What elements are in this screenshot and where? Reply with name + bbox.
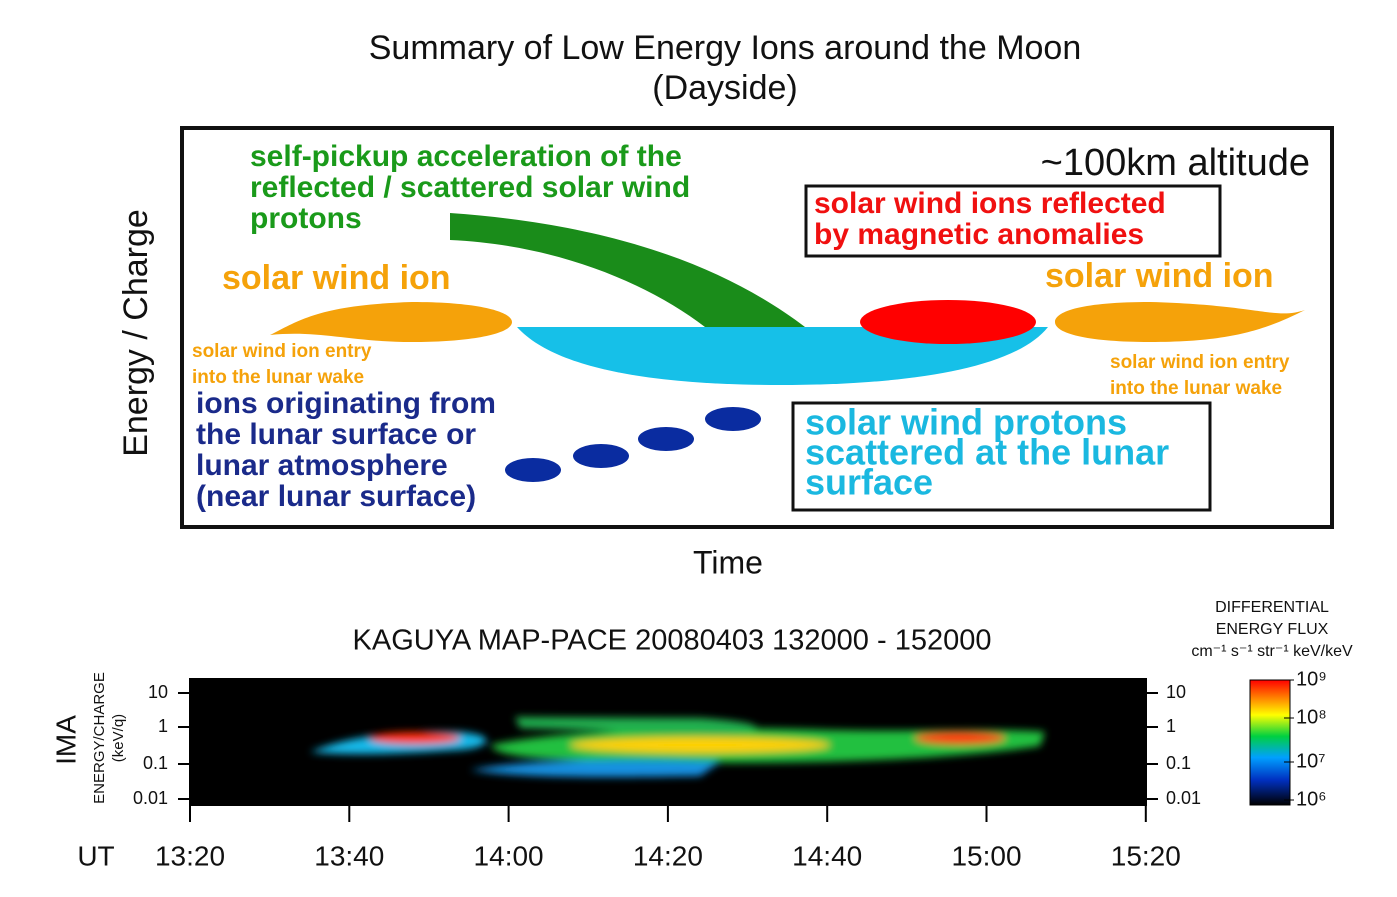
colorbar	[1250, 680, 1290, 805]
label: into the lunar wake	[1110, 378, 1282, 399]
colorbar-title: ENERGY FLUX	[1216, 621, 1329, 638]
y-axis-label: ENERGY/CHARGE	[91, 672, 108, 804]
y-tick-label: 1	[1166, 716, 1176, 736]
signal	[570, 737, 830, 753]
label: solar wind ion entry	[1110, 352, 1290, 373]
colorbar-tick-label: 10⁶	[1296, 788, 1326, 810]
signal	[915, 732, 1005, 744]
label: lunar atmosphere	[196, 449, 448, 482]
colorbar-tick-label: 10⁷	[1296, 750, 1325, 772]
label: by magnetic anomalies	[814, 218, 1144, 251]
figure: Summary of Low Energy Ions around the Mo…	[0, 0, 1397, 897]
spectrogram-title: KAGUYA MAP-PACE 20080403 132000 - 152000	[353, 625, 992, 657]
y-tick-label: 1	[158, 716, 168, 736]
colorbar-title: DIFFERENTIAL	[1215, 599, 1329, 616]
label: protons	[250, 202, 362, 235]
signal	[370, 732, 460, 744]
label: into the lunar wake	[192, 367, 364, 388]
x-tick-label: 14:20	[633, 840, 703, 871]
x-axis-label: UT	[77, 840, 114, 871]
colorbar-title: cm⁻¹ s⁻¹ str⁻¹ keV/keV	[1191, 643, 1353, 660]
ion-blob	[573, 444, 629, 468]
label: (near lunar surface)	[196, 480, 476, 513]
ion-blob	[638, 427, 694, 451]
label: surface	[805, 462, 933, 503]
title: (Dayside)	[652, 69, 797, 107]
colorbar-tick-label: 10⁸	[1296, 706, 1327, 728]
title: Summary of Low Energy Ions around the Mo…	[369, 29, 1082, 67]
label: solar wind ion	[1045, 257, 1274, 295]
y-tick-label: 0.1	[143, 753, 168, 773]
ion-blob	[505, 458, 561, 482]
ion-blob	[705, 407, 761, 431]
x-tick-label: 15:20	[1111, 840, 1181, 871]
x-tick-label: 13:20	[155, 840, 225, 871]
y-axis-label: Energy / Charge	[117, 209, 155, 457]
x-tick-label: 15:00	[951, 840, 1021, 871]
label: the lunar surface or	[196, 418, 476, 451]
x-tick-label: 13:40	[314, 840, 384, 871]
label: solar wind ion	[222, 259, 451, 297]
label: ions originating from	[196, 387, 496, 420]
x-axis-label: Time	[693, 544, 763, 580]
surface-ions	[505, 407, 761, 482]
label: solar wind ion entry	[192, 341, 372, 362]
x-tick-label: 14:40	[792, 840, 862, 871]
y-axis-label: (keV/q)	[110, 714, 127, 762]
altitude-label: ~100km altitude	[1041, 142, 1310, 184]
solar-wind-left	[270, 302, 512, 342]
label: solar wind ions reflected	[814, 187, 1166, 220]
y-tick-label: 10	[1166, 682, 1186, 702]
x-tick-label: 14:00	[474, 840, 544, 871]
y-tick-label: 0.01	[1166, 788, 1201, 808]
reflected-region	[860, 300, 1036, 344]
y-tick-label: 0.1	[1166, 753, 1191, 773]
y-tick-label: 0.01	[133, 788, 168, 808]
label: self-pickup acceleration of the	[250, 140, 682, 173]
instrument-label: IMA	[50, 715, 81, 765]
pickup-band	[450, 213, 805, 327]
colorbar-tick-label: 10⁹	[1296, 668, 1327, 690]
y-tick-label: 10	[148, 682, 168, 702]
solar-wind-right	[1055, 302, 1305, 342]
label: reflected / scattered solar wind	[250, 171, 690, 204]
